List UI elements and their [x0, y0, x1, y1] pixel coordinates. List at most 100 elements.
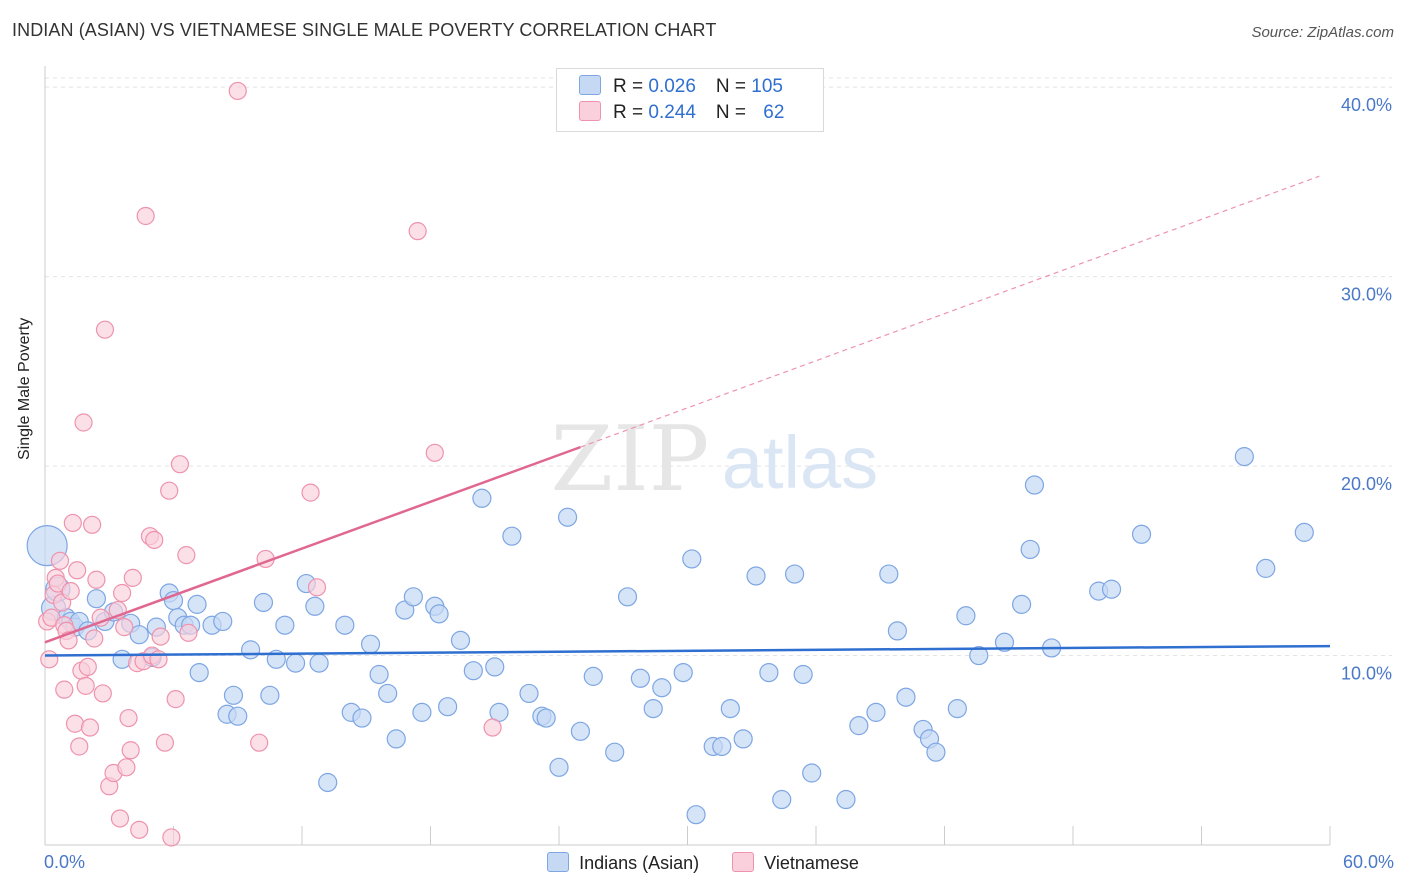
point-indians [1101, 579, 1122, 599]
stats-legend: R = 0.026 N = 105 R = 0.244 N = 62 [556, 68, 824, 132]
point-indians [472, 488, 492, 508]
point-vietnamese [179, 623, 198, 642]
point-indians [86, 589, 107, 609]
point-indians [360, 634, 381, 654]
point-vietnamese [83, 515, 102, 534]
series-legend: Indians (Asian) Vietnamese [0, 852, 1406, 874]
point-indians [849, 716, 869, 736]
point-indians [583, 666, 603, 686]
r-value: 0.244 [648, 102, 696, 123]
point-indians [369, 664, 389, 685]
point-vietnamese [76, 676, 95, 695]
point-indians [519, 683, 539, 704]
point-indians [450, 630, 471, 650]
point-vietnamese [145, 530, 164, 550]
point-indians [1020, 539, 1040, 560]
point-indians [1294, 522, 1314, 542]
chart-title: INDIAN (ASIAN) VS VIETNAMESE SINGLE MALE… [12, 20, 717, 40]
point-vietnamese [483, 718, 502, 737]
point-vietnamese [166, 690, 185, 709]
point-indians [570, 721, 591, 741]
legend-item-vietnamese: Vietnamese [732, 852, 859, 874]
point-indians [682, 549, 702, 569]
point-vietnamese [61, 582, 80, 601]
point-indians [189, 662, 209, 683]
point-indians [386, 729, 406, 749]
point-indians [926, 742, 946, 762]
trendline-indians [44, 644, 1331, 657]
point-indians [378, 683, 398, 704]
point-indians [896, 687, 916, 707]
point-indians [187, 594, 207, 614]
point-indians [241, 640, 261, 660]
legend-swatch-blue [547, 852, 570, 872]
point-indians [1131, 524, 1152, 544]
stats-row-vietnamese: R = 0.244 N = 62 [579, 101, 784, 127]
point-indians [746, 566, 766, 586]
point-indians [720, 698, 740, 719]
point-indians [403, 587, 423, 607]
point-vietnamese [63, 513, 82, 533]
point-indians [129, 625, 149, 645]
point-indians [463, 661, 483, 681]
trendline-vietnamese-extension [580, 175, 1320, 448]
point-indians [686, 805, 706, 825]
point-indians [223, 685, 244, 705]
point-vietnamese [151, 627, 170, 646]
point-indians [643, 698, 663, 719]
point-vietnamese [50, 551, 70, 570]
point-indians [956, 606, 976, 626]
point-indians [836, 789, 856, 810]
r-label: R = [613, 76, 649, 97]
point-vietnamese [95, 320, 115, 339]
point-vietnamese [115, 618, 134, 637]
point-indians [305, 596, 325, 616]
watermark-atlas: atlas [722, 421, 878, 504]
x-axis-min-label: 0.0% [44, 852, 86, 872]
point-vietnamese [425, 443, 444, 462]
watermark-zip: ZIP [551, 407, 710, 512]
point-indians [879, 564, 899, 584]
point-vietnamese [250, 733, 269, 752]
point-vietnamese [87, 570, 106, 589]
point-indians [412, 702, 432, 722]
point-indians [866, 702, 886, 722]
point-indians [793, 664, 813, 685]
point-indians [213, 611, 233, 632]
point-indians [309, 653, 329, 673]
point-indians [1011, 594, 1032, 614]
point-indians [772, 789, 792, 810]
point-vietnamese [155, 733, 175, 752]
point-indians [253, 592, 274, 613]
point-indians [1234, 447, 1254, 467]
trendline-vietnamese [44, 445, 581, 644]
legend-label-vietnamese: Vietnamese [764, 853, 859, 873]
n-label: N = [715, 76, 752, 97]
point-indians [557, 507, 578, 527]
point-indians [887, 621, 907, 641]
legend-label-indians: Indians (Asian) [579, 853, 700, 873]
point-indians [969, 645, 989, 666]
n-label: N = [715, 102, 752, 123]
point-vietnamese [78, 657, 97, 677]
point-vietnamese [121, 741, 140, 760]
r-label: R = [613, 102, 649, 123]
y-tick-label: 10.0% [1341, 664, 1392, 684]
point-indians [260, 685, 280, 705]
point-indians [712, 736, 732, 757]
legend-item-indians: Indians (Asian) [547, 852, 699, 874]
point-vietnamese [93, 684, 112, 703]
point-vietnamese [162, 828, 181, 847]
stats-row-indians: R = 0.026 N = 105 [579, 75, 783, 101]
point-vietnamese [110, 809, 130, 828]
legend-swatch-blue [579, 75, 601, 95]
point-vietnamese [40, 650, 59, 669]
y-axis-label: Single Male Poverty [16, 317, 33, 460]
point-vietnamese [123, 568, 142, 587]
point-vietnamese [80, 718, 100, 737]
point-vietnamese [228, 81, 247, 101]
point-indians [352, 708, 372, 728]
point-indians [994, 632, 1015, 652]
point-vietnamese [149, 650, 168, 669]
point-indians [1024, 475, 1045, 495]
